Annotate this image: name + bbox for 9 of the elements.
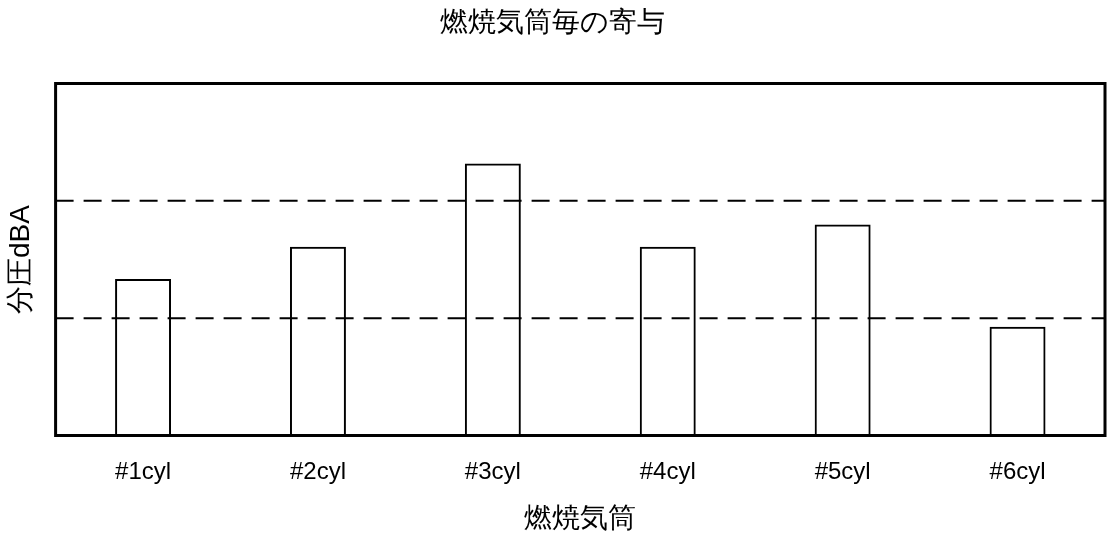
x-tick-label: #1cyl bbox=[115, 456, 172, 484]
x-tick-label: #2cyl bbox=[289, 456, 346, 484]
x-tick-label: #4cyl bbox=[639, 456, 696, 484]
x-tick-label: #5cyl bbox=[814, 456, 871, 484]
x-tick-label: #3cyl bbox=[464, 456, 521, 484]
x-axis-title: 燃焼気筒 bbox=[524, 501, 637, 533]
y-axis-title: 分圧dBA bbox=[3, 204, 35, 315]
chart-title: 燃焼気筒毎の寄与 bbox=[440, 5, 665, 37]
x-tick-label: #6cyl bbox=[989, 456, 1046, 484]
